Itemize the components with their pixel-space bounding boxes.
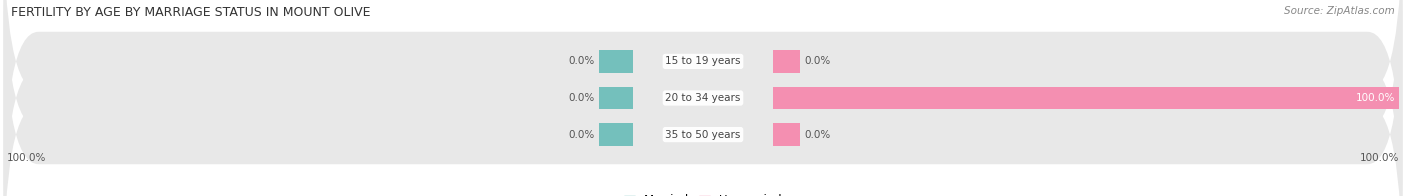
Bar <box>599 87 633 109</box>
Text: 15 to 19 years: 15 to 19 years <box>665 56 741 66</box>
Text: 100.0%: 100.0% <box>1360 153 1399 163</box>
Text: 0.0%: 0.0% <box>804 130 830 140</box>
Bar <box>773 50 800 73</box>
Bar <box>599 50 633 73</box>
Text: 0.0%: 0.0% <box>569 130 595 140</box>
Text: 100.0%: 100.0% <box>1357 93 1396 103</box>
Bar <box>773 87 1399 109</box>
Legend: Married, Unmarried: Married, Unmarried <box>624 194 782 196</box>
Text: 20 to 34 years: 20 to 34 years <box>665 93 741 103</box>
Text: 100.0%: 100.0% <box>7 153 46 163</box>
Bar <box>599 123 633 146</box>
FancyBboxPatch shape <box>4 0 1402 196</box>
Bar <box>773 87 800 109</box>
Bar <box>773 123 800 146</box>
Text: 0.0%: 0.0% <box>569 93 595 103</box>
Text: Source: ZipAtlas.com: Source: ZipAtlas.com <box>1284 6 1395 16</box>
Text: FERTILITY BY AGE BY MARRIAGE STATUS IN MOUNT OLIVE: FERTILITY BY AGE BY MARRIAGE STATUS IN M… <box>11 6 371 19</box>
FancyBboxPatch shape <box>4 0 1402 196</box>
FancyBboxPatch shape <box>4 0 1402 196</box>
Text: 35 to 50 years: 35 to 50 years <box>665 130 741 140</box>
Text: 0.0%: 0.0% <box>804 56 830 66</box>
Text: 0.0%: 0.0% <box>569 56 595 66</box>
